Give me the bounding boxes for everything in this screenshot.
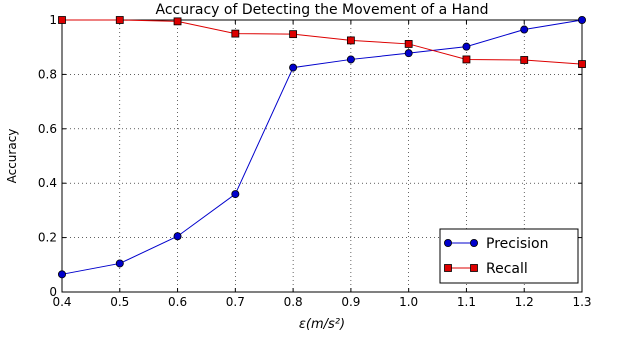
data-point	[289, 63, 298, 72]
y-axis-label: Accuracy	[5, 129, 19, 184]
data-point	[346, 36, 355, 45]
data-point	[173, 232, 182, 241]
data-point	[578, 15, 587, 24]
legend-label: Precision	[486, 236, 548, 252]
legend-marker	[443, 238, 452, 247]
data-point	[231, 190, 240, 199]
y-tick-label: 0.2	[38, 231, 57, 245]
x-tick-label: 0.8	[284, 295, 303, 309]
x-tick-label: 1.0	[399, 295, 418, 309]
data-point	[578, 60, 586, 68]
data-point	[289, 30, 298, 39]
legend-label: Recall	[486, 261, 528, 277]
legend-marker	[470, 264, 478, 272]
data-point	[173, 17, 182, 26]
x-tick-label: 1.1	[457, 295, 476, 309]
data-point	[462, 42, 471, 51]
legend-box	[439, 228, 579, 284]
data-point	[346, 55, 355, 64]
y-tick-label: 0.8	[38, 67, 57, 81]
data-point	[462, 55, 471, 64]
legend-marker	[469, 238, 478, 247]
data-point	[231, 29, 240, 38]
plot-frame	[61, 19, 583, 293]
legend-marker	[444, 264, 452, 272]
x-tick-label: 0.5	[110, 295, 129, 309]
x-tick-label: 0.9	[341, 295, 360, 309]
y-tick-label: 1	[49, 13, 57, 27]
y-tick-label: 0.6	[38, 122, 57, 136]
data-point	[58, 270, 67, 279]
series-line	[62, 19, 583, 65]
data-point	[115, 259, 124, 268]
x-tick-label: 1.3	[572, 295, 591, 309]
x-tick-label: 0.4	[52, 295, 71, 309]
data-point	[404, 40, 413, 48]
data-point	[520, 56, 529, 64]
series-line	[61, 19, 583, 275]
data-point	[58, 16, 66, 24]
data-point	[115, 16, 124, 24]
chart-title: Accuracy of Detecting the Movement of a …	[155, 2, 489, 18]
x-tick-label: 0.7	[226, 295, 245, 309]
x-axis-label: ε(m/s²)	[299, 317, 345, 332]
x-tick-label: 1.2	[515, 295, 534, 309]
x-tick-label: 0.6	[168, 295, 187, 309]
y-tick-label: 0.4	[38, 176, 57, 190]
data-point	[520, 25, 529, 34]
y-tick-label: 0	[49, 285, 57, 299]
data-point	[404, 49, 413, 58]
